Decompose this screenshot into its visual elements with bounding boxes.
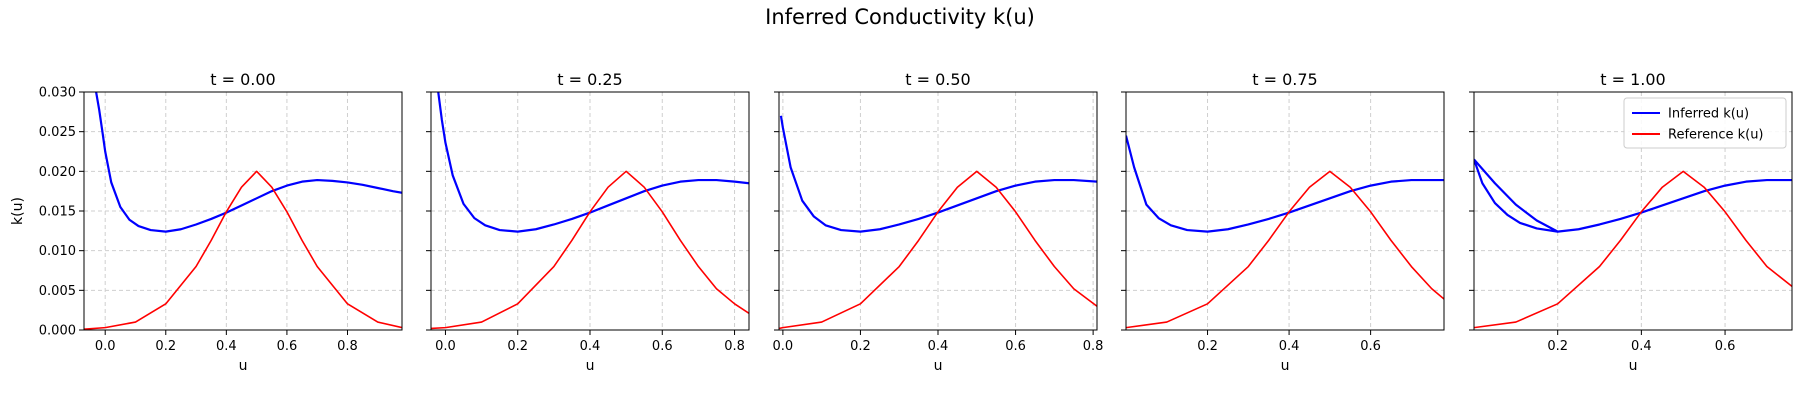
x-tick-label: 0.8 bbox=[337, 339, 358, 354]
x-tick-label: 0.6 bbox=[1360, 339, 1381, 354]
inferred-line-1 bbox=[1126, 135, 1444, 233]
figure-title: Inferred Conductivity k(u) bbox=[765, 5, 1035, 29]
x-tick-label: 0.6 bbox=[652, 339, 673, 354]
legend-entry: Reference k(u) bbox=[1668, 128, 1764, 143]
reference-line-2 bbox=[779, 170, 1097, 330]
inferred-line-2 bbox=[1474, 159, 1558, 233]
y-axis-label: k(u) bbox=[10, 197, 26, 225]
x-tick-label: 0.6 bbox=[1715, 339, 1736, 354]
panel-title: t = 0.00 bbox=[210, 70, 275, 89]
y-tick-label: 0.030 bbox=[39, 86, 76, 101]
x-tick-label: 0.6 bbox=[1005, 339, 1026, 354]
reference-line-3 bbox=[1474, 170, 1792, 329]
plot-frame bbox=[1125, 91, 1445, 331]
x-tick-label: 0.6 bbox=[277, 339, 298, 354]
panel-title: t = 0.75 bbox=[1252, 70, 1317, 89]
x-axis-label: u bbox=[934, 358, 943, 374]
panel-2: 0.0 0.2 0.4 0.6 0.8 t = 0.25 u bbox=[426, 70, 750, 374]
inferred-line-1 bbox=[1474, 158, 1792, 233]
x-tick-label: 0.2 bbox=[850, 339, 871, 354]
x-tick-label: 0.2 bbox=[507, 339, 528, 354]
x-tick-label: 0.4 bbox=[216, 339, 237, 354]
y-tick-label: 0.010 bbox=[39, 244, 76, 259]
panel-4: 0.2 0.4 0.6 t = 0.75 u bbox=[1121, 70, 1445, 374]
series-group bbox=[779, 115, 1097, 330]
x-tick-label: 0.0 bbox=[435, 339, 456, 354]
x-tick-label: 0.4 bbox=[580, 339, 601, 354]
y-tick-label: 0.020 bbox=[39, 165, 76, 180]
panel-3: 0.0 0.2 0.4 0.6 0.8 t = 0.50 u bbox=[773, 70, 1104, 374]
y-tick-label: 0.025 bbox=[39, 125, 76, 140]
inferred-line-1 bbox=[95, 92, 402, 233]
series-group bbox=[1474, 158, 1792, 329]
x-tick-label: 0.4 bbox=[1279, 339, 1300, 354]
panel-5: 0.2 0.4 0.6 t = 1.00 u Inferred k(u) Reference… bbox=[1469, 70, 1793, 374]
panel-title: t = 0.50 bbox=[905, 70, 970, 89]
x-tick-label: 0.0 bbox=[773, 339, 794, 354]
series-group bbox=[1126, 135, 1444, 329]
x-axis-label: u bbox=[586, 358, 595, 374]
reference-line-2 bbox=[1126, 170, 1444, 329]
x-tick-label: 0.2 bbox=[1547, 339, 1568, 354]
x-tick-label: 0.8 bbox=[724, 339, 745, 354]
y-tick-label: 0.000 bbox=[39, 324, 76, 339]
inferred-line-1 bbox=[779, 115, 1097, 233]
legend-box bbox=[1623, 97, 1787, 149]
panel-title: t = 1.00 bbox=[1600, 70, 1665, 89]
x-axis-label: u bbox=[1281, 358, 1290, 374]
x-tick-label: 0.4 bbox=[1631, 339, 1652, 354]
inferred-line-1 bbox=[437, 92, 749, 233]
x-tick-label: 0.0 bbox=[95, 339, 116, 354]
legend: Inferred k(u) Reference k(u) bbox=[1623, 97, 1787, 149]
series-group bbox=[431, 92, 749, 330]
panel-title: t = 0.25 bbox=[557, 70, 622, 89]
legend-entry: Inferred k(u) bbox=[1668, 107, 1749, 122]
y-tick-label: 0.015 bbox=[39, 205, 76, 220]
x-axis-label: u bbox=[1629, 358, 1638, 374]
reference-line-2 bbox=[84, 170, 402, 330]
x-axis-label: u bbox=[239, 358, 248, 374]
panel-1: 0.0 0.2 0.4 0.6 0.8 0.000 0.005 0.010 0.015 0.020… bbox=[10, 70, 403, 374]
x-tick-label: 0.2 bbox=[1197, 339, 1218, 354]
y-tick-label: 0.005 bbox=[39, 284, 76, 299]
x-tick-label: 0.4 bbox=[928, 339, 949, 354]
x-tick-label: 0.2 bbox=[155, 339, 176, 354]
plot-frame bbox=[83, 91, 403, 331]
reference-line-2 bbox=[431, 170, 749, 330]
x-tick-label: 0.8 bbox=[1083, 339, 1104, 354]
series-group bbox=[84, 92, 402, 330]
